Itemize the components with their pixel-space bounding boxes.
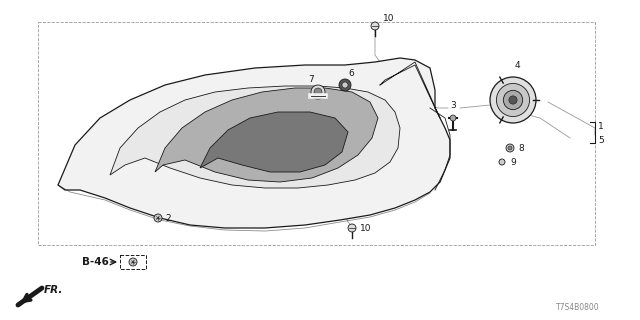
Text: T7S4B0800: T7S4B0800 xyxy=(556,303,600,312)
Text: B-46: B-46 xyxy=(82,257,109,267)
Circle shape xyxy=(311,85,325,99)
Text: 6: 6 xyxy=(348,69,354,78)
Circle shape xyxy=(508,146,512,150)
Text: FR.: FR. xyxy=(44,285,63,295)
Text: 10: 10 xyxy=(360,223,371,233)
Circle shape xyxy=(129,258,137,266)
Polygon shape xyxy=(110,86,400,188)
Circle shape xyxy=(506,144,514,152)
Text: 9: 9 xyxy=(510,157,516,166)
Text: 1: 1 xyxy=(598,122,604,131)
Circle shape xyxy=(509,96,517,104)
Text: 10: 10 xyxy=(383,13,394,22)
Circle shape xyxy=(490,77,536,123)
Text: 3: 3 xyxy=(450,101,456,110)
Circle shape xyxy=(450,115,456,121)
Circle shape xyxy=(503,90,523,110)
Circle shape xyxy=(497,84,529,116)
Text: 5: 5 xyxy=(598,135,604,145)
Text: 2: 2 xyxy=(165,213,171,222)
Polygon shape xyxy=(200,112,348,172)
Circle shape xyxy=(499,159,505,165)
Polygon shape xyxy=(155,88,378,182)
Circle shape xyxy=(339,79,351,91)
Circle shape xyxy=(348,224,356,232)
Bar xyxy=(120,255,146,269)
Circle shape xyxy=(342,82,348,88)
Text: 8: 8 xyxy=(518,143,524,153)
Circle shape xyxy=(314,88,322,96)
Text: 4: 4 xyxy=(515,61,520,70)
Circle shape xyxy=(371,22,379,30)
Polygon shape xyxy=(58,58,450,228)
Circle shape xyxy=(154,214,162,222)
Text: 7: 7 xyxy=(308,75,314,84)
